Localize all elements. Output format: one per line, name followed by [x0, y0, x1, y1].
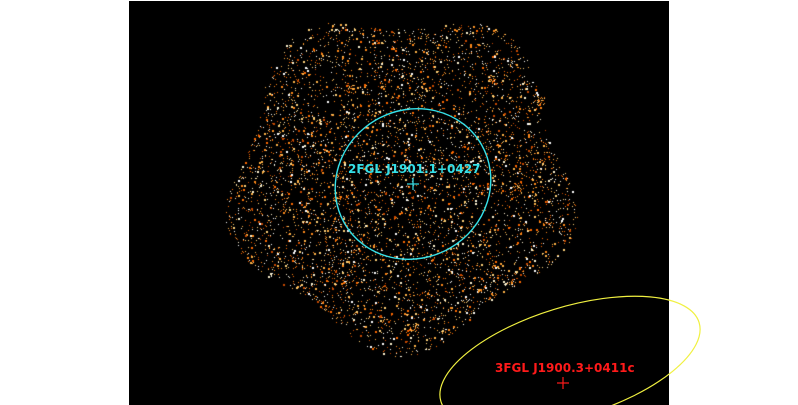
source-2fgl-label: 2FGL J1901.1+0427: [348, 162, 480, 176]
source-2fgl-ellipse: [334, 108, 492, 260]
source-3fgl-label: 3FGL J1900.3+0411c: [495, 361, 635, 375]
source-3fgl-marker: [557, 377, 569, 389]
sky-image: [129, 1, 669, 405]
source-3fgl-ellipse: [439, 295, 701, 405]
source-2fgl-marker: [407, 178, 419, 190]
photon-map: [129, 1, 669, 405]
